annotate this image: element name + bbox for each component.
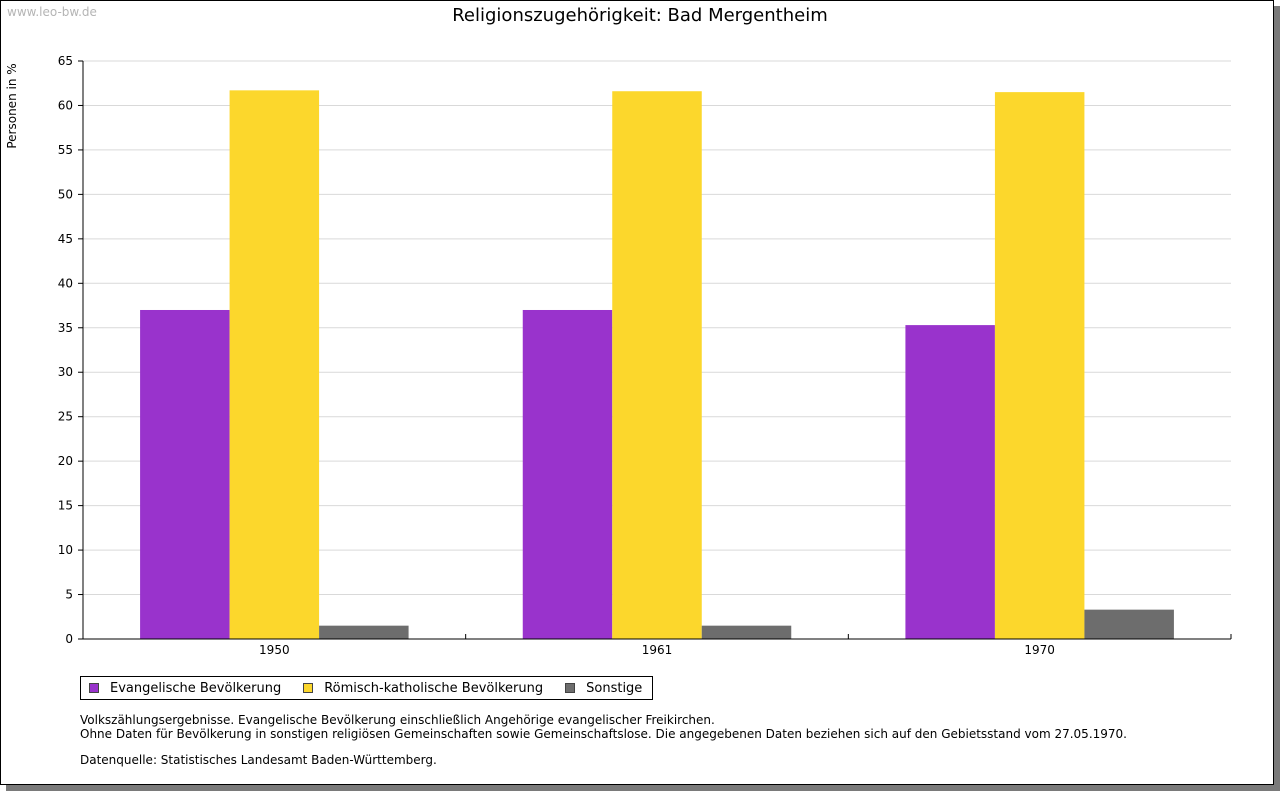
y-tick-label: 65: [58, 54, 73, 68]
bar-sonstige-1961: [701, 625, 792, 639]
legend-item-katholisch: Römisch-katholische Bevölkerung: [303, 681, 543, 696]
bars: [140, 90, 1174, 640]
bar-sonstige-1970: [1084, 609, 1174, 639]
y-axis-label: Personen in %: [5, 63, 19, 148]
bar-evangelische-bev-lkerung-1950: [140, 309, 230, 639]
x-tick-labels: 1950 1961 1970: [259, 643, 1055, 657]
y-tick-label: 25: [58, 410, 73, 424]
legend-label-evangelisch: Evangelische Bevölkerung: [110, 680, 282, 696]
y-tick-label: 40: [58, 276, 73, 290]
legend-swatch-evangelisch: [89, 683, 99, 693]
y-tick-label: 30: [58, 365, 73, 379]
y-tick-label: 5: [65, 588, 73, 602]
y-tick-labels: 0 5 10 15 20 25 30 35 40 45 50 55 60 65: [58, 54, 73, 646]
x-tick-label: 1961: [642, 643, 673, 657]
y-tick-label: 35: [58, 321, 73, 335]
bar-evangelische-bev-lkerung-1970: [905, 325, 995, 639]
bar-r-misch-katholische-bev-lkerung-1970: [994, 92, 1085, 640]
watermark: www.leo-bw.de: [7, 5, 97, 19]
legend: Evangelische Bevölkerung Römisch-katholi…: [80, 676, 654, 700]
chart-notes: Volkszählungsergebnisse. Evangelische Be…: [80, 713, 1127, 741]
x-tick-label: 1950: [259, 643, 290, 657]
bar-evangelische-bev-lkerung-1961: [522, 309, 613, 639]
legend-item-evangelisch: Evangelische Bevölkerung: [89, 681, 281, 696]
y-tick-label: 45: [58, 232, 73, 246]
axes: [78, 60, 1232, 640]
y-tick-label: 10: [58, 543, 73, 557]
y-tick-label: 15: [58, 499, 73, 513]
legend-swatch-sonstige: [565, 683, 576, 693]
y-tick-label: 0: [65, 632, 73, 646]
y-tick-label: 60: [58, 98, 73, 112]
legend-item-sonstige: Sonstige: [565, 681, 642, 696]
x-tick-label: 1970: [1024, 643, 1055, 657]
bar-r-misch-katholische-bev-lkerung-1961: [612, 91, 702, 640]
legend-label-katholisch: Römisch-katholische Bevölkerung: [324, 680, 544, 696]
y-tick-label: 55: [58, 143, 73, 157]
note-line-2: Ohne Daten für Bevölkerung in sonstigen …: [80, 727, 1127, 741]
y-tick-label: 50: [58, 187, 73, 201]
bar-r-misch-katholische-bev-lkerung-1950: [229, 90, 320, 640]
bar-sonstige-1950: [319, 625, 409, 639]
note-line-1: Volkszählungsergebnisse. Evangelische Be…: [80, 713, 715, 727]
y-tick-label: 20: [58, 454, 73, 468]
legend-swatch-katholisch: [303, 683, 314, 693]
legend-label-sonstige: Sonstige: [586, 680, 643, 696]
chart-title: Religionszugehörigkeit: Bad Mergentheim: [452, 5, 828, 26]
data-source: Datenquelle: Statistisches Landesamt Bad…: [80, 753, 437, 767]
